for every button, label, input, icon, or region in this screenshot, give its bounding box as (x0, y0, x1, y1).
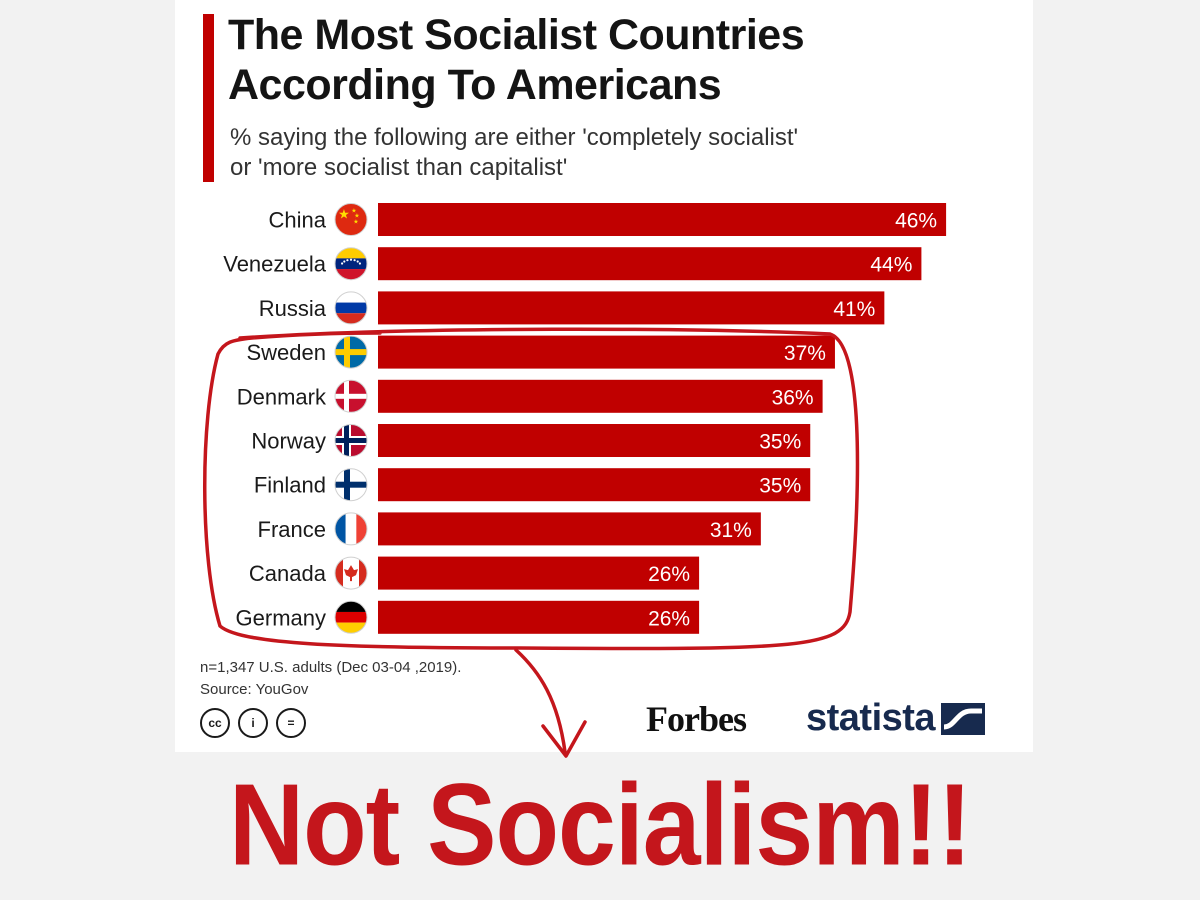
category-label: Sweden (246, 340, 326, 365)
bar-row-sweden: Sweden 37% (246, 335, 835, 369)
attribution-icon: i (238, 708, 268, 738)
bar-row-china: China ★ ★★★ 46% (269, 203, 947, 236)
value-label: 36% (772, 386, 814, 409)
value-label: 26% (648, 563, 690, 586)
bar (378, 379, 823, 413)
value-label: 31% (710, 519, 752, 542)
bar-row-venezuela: Venezuela 44% (223, 247, 922, 281)
bar-row-denmark: Denmark 36% (237, 379, 823, 413)
sweden-flag-icon (334, 335, 368, 369)
canada-flag-icon (334, 556, 368, 590)
bar-row-france: France 31% (258, 512, 761, 546)
russia-flag-icon (334, 291, 368, 325)
category-label: Canada (249, 561, 327, 586)
bar-row-russia: Russia 41% (259, 291, 885, 325)
category-label: Norway (251, 429, 326, 454)
category-label: France (258, 517, 326, 542)
bar (378, 247, 922, 281)
value-label: 35% (759, 475, 801, 498)
bar-row-canada: Canada 26% (249, 556, 700, 590)
venezuela-flag-icon (334, 247, 368, 281)
chart-title: The Most Socialist Countries According T… (228, 10, 805, 110)
germany-flag-icon (334, 600, 368, 634)
overlay-caption: Not Socialism!! (229, 760, 972, 891)
bar-row-finland: Finland 35% (254, 468, 811, 502)
category-label: Finland (254, 473, 326, 498)
cc-icon: cc (200, 708, 230, 738)
value-label: 46% (895, 210, 937, 233)
bar (378, 468, 811, 502)
statista-wordmark: statista (806, 697, 936, 739)
title-line-1: The Most Socialist Countries (228, 11, 805, 59)
no-derivatives-icon: = (276, 708, 306, 738)
license-icons: cc i = (200, 708, 306, 738)
category-label: Denmark (237, 384, 327, 409)
source-credit: Source: YouGov (200, 681, 309, 698)
subtitle-line-2: or 'more socialist than capitalist' (230, 154, 568, 181)
category-label: Russia (259, 296, 327, 321)
svg-text:★: ★ (353, 219, 358, 226)
statista-logo: statista (806, 697, 986, 740)
value-label: 44% (870, 254, 912, 277)
value-label: 37% (784, 342, 826, 365)
value-label: 26% (648, 607, 690, 630)
bar (378, 291, 885, 325)
finland-flag-icon (334, 468, 368, 502)
category-label: China (269, 208, 327, 233)
statista-mark-icon (941, 702, 986, 735)
forbes-logo: Forbes (646, 699, 747, 739)
svg-text:★: ★ (351, 208, 356, 215)
title-accent-bar (203, 14, 214, 182)
bar (378, 512, 761, 546)
svg-text:★: ★ (354, 213, 359, 220)
bar (378, 203, 947, 236)
category-label: Venezuela (223, 252, 327, 277)
title-line-2: According To Americans (228, 61, 722, 109)
sample-note: n=1,347 U.S. adults (Dec 03-04 ,2019). (200, 659, 462, 676)
category-label: Germany (236, 605, 326, 630)
subtitle-line-1: % saying the following are either 'compl… (230, 124, 799, 151)
bar (378, 424, 811, 457)
france-flag-icon (334, 512, 368, 546)
value-label: 35% (759, 431, 801, 454)
bar-row-norway: Norway 35% (251, 424, 811, 457)
chart-subtitle: % saying the following are either 'compl… (230, 123, 798, 183)
china-flag-icon: ★ ★★★ (334, 203, 368, 236)
bar (378, 335, 835, 369)
bar-row-germany: Germany 26% (236, 600, 700, 634)
denmark-flag-icon (334, 379, 368, 413)
svg-text:★: ★ (338, 208, 350, 223)
norway-flag-icon (334, 424, 368, 457)
source-note: n=1,347 U.S. adults (Dec 03-04 ,2019). S… (200, 657, 461, 701)
value-label: 41% (833, 298, 875, 321)
